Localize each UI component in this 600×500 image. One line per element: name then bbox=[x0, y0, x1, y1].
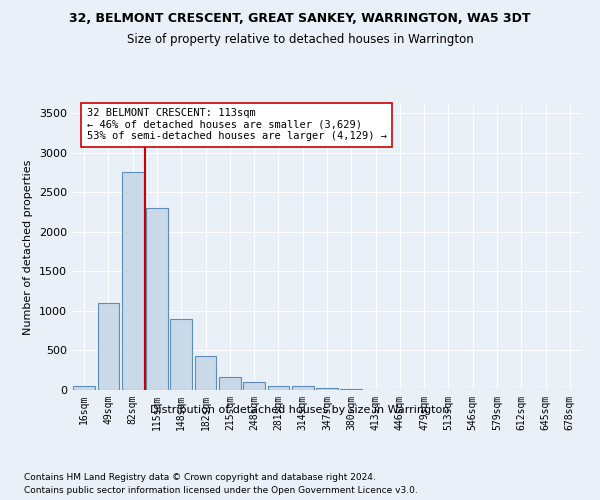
Text: Contains public sector information licensed under the Open Government Licence v3: Contains public sector information licen… bbox=[24, 486, 418, 495]
Bar bbox=[243, 382, 265, 390]
Bar bbox=[316, 388, 338, 390]
Bar bbox=[340, 389, 362, 390]
Bar bbox=[73, 386, 95, 390]
Bar bbox=[146, 208, 168, 390]
Text: Distribution of detached houses by size in Warrington: Distribution of detached houses by size … bbox=[151, 405, 449, 415]
Bar bbox=[292, 386, 314, 390]
Y-axis label: Number of detached properties: Number of detached properties bbox=[23, 160, 34, 335]
Bar bbox=[122, 172, 143, 390]
Bar bbox=[268, 386, 289, 390]
Text: Contains HM Land Registry data © Crown copyright and database right 2024.: Contains HM Land Registry data © Crown c… bbox=[24, 472, 376, 482]
Bar bbox=[194, 356, 217, 390]
Text: 32 BELMONT CRESCENT: 113sqm
← 46% of detached houses are smaller (3,629)
53% of : 32 BELMONT CRESCENT: 113sqm ← 46% of det… bbox=[86, 108, 386, 142]
Text: 32, BELMONT CRESCENT, GREAT SANKEY, WARRINGTON, WA5 3DT: 32, BELMONT CRESCENT, GREAT SANKEY, WARR… bbox=[69, 12, 531, 26]
Bar bbox=[170, 319, 192, 390]
Text: Size of property relative to detached houses in Warrington: Size of property relative to detached ho… bbox=[127, 32, 473, 46]
Bar bbox=[97, 303, 119, 390]
Bar bbox=[219, 376, 241, 390]
